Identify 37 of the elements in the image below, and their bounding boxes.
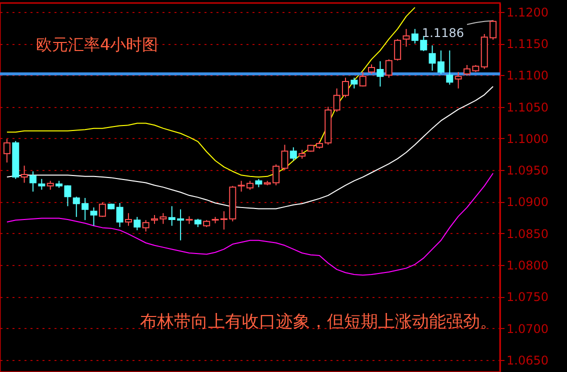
candlestick: [142, 220, 150, 232]
line-series: [6, 172, 494, 276]
y-tick-label: 1.0650: [506, 353, 548, 368]
annotation: 1.1186: [422, 26, 464, 40]
y-tick-label: 1.0800: [506, 258, 548, 273]
y-tick-label: 1.0700: [506, 322, 548, 336]
candlestick: [20, 165, 28, 184]
y-tick-label: 1.1100: [506, 68, 548, 83]
candlestick: [290, 146, 297, 162]
y-tick-label: 1.1200: [506, 5, 548, 20]
annotation: 布林带向上有收口迹象，但短期上涨动能强劲。: [140, 312, 497, 332]
y-tick-label: 1.0750: [506, 290, 548, 304]
candlestick: [98, 202, 106, 218]
candlestick: [376, 60, 384, 88]
candlestick: [368, 64, 376, 74]
y-tick-label: 1.0950: [506, 164, 548, 178]
candlestick: [359, 71, 366, 88]
candlestick: [454, 71, 462, 89]
candlestick: [124, 212, 132, 226]
candlestick: [394, 38, 402, 62]
candlestick: [90, 206, 98, 226]
candlestick: [134, 216, 141, 231]
y-tick-label: 1.0850: [506, 226, 548, 241]
candlestick: [29, 170, 36, 192]
candlestick: [385, 58, 392, 78]
y-tick-label: 1.1050: [506, 100, 548, 114]
y-tick-label: 1.0900: [506, 195, 548, 210]
candlestick: [38, 178, 46, 190]
candlestick: [3, 138, 10, 163]
candlestick: [350, 77, 358, 89]
text: 欧元汇率4小时图: [36, 35, 158, 54]
candlestick: [446, 50, 454, 86]
y-tick-label: 1.1150: [506, 37, 548, 52]
candlestick: [116, 202, 124, 228]
line-series: [6, 86, 494, 210]
candlestick: [402, 28, 410, 48]
y-tick-label: 1.1000: [506, 132, 548, 146]
